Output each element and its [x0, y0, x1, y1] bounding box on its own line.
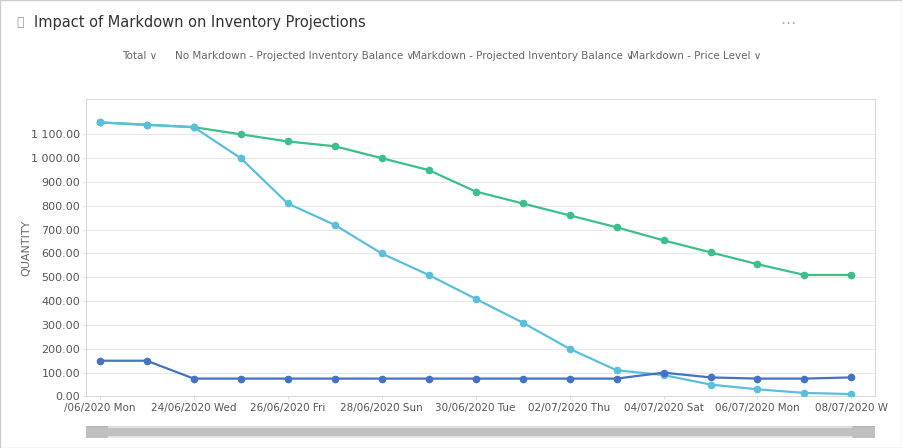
Text: Impact of Markdown on Inventory Projections: Impact of Markdown on Inventory Projecti… — [34, 15, 366, 30]
Text: Total ∨: Total ∨ — [122, 51, 157, 61]
Text: N: N — [398, 53, 403, 59]
FancyBboxPatch shape — [852, 426, 879, 437]
Y-axis label: QUANTITY: QUANTITY — [22, 220, 32, 276]
Text: ⓘ: ⓘ — [16, 16, 23, 29]
Text: ⋯: ⋯ — [780, 16, 796, 30]
Text: N: N — [616, 53, 621, 59]
FancyBboxPatch shape — [82, 426, 107, 437]
Text: Markdown - Projected Inventory Balance ∨: Markdown - Projected Inventory Balance ∨ — [412, 51, 634, 61]
Text: N: N — [161, 53, 166, 59]
Text: Markdown - Price Level ∨: Markdown - Price Level ∨ — [630, 51, 762, 61]
Text: No Markdown - Projected Inventory Balance ∨: No Markdown - Projected Inventory Balanc… — [175, 51, 414, 61]
